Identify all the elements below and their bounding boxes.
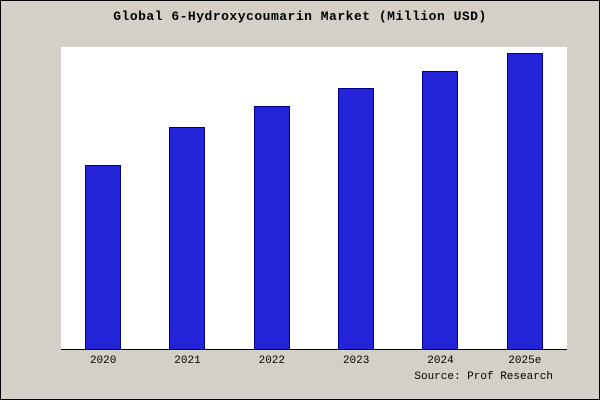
bar-2025e bbox=[506, 52, 543, 349]
bar-2020 bbox=[85, 165, 122, 349]
x-tick-label-2025e: 2025e bbox=[508, 355, 542, 367]
plot-area bbox=[61, 47, 567, 350]
bar-column-2025e bbox=[483, 47, 567, 349]
bar-column-2023 bbox=[314, 47, 398, 349]
bar-column-2022 bbox=[230, 47, 314, 349]
x-tick-label-2022: 2022 bbox=[258, 355, 286, 367]
x-tick-label-2023: 2023 bbox=[342, 355, 370, 367]
bar-2024 bbox=[422, 70, 459, 349]
bar-column-2020 bbox=[61, 47, 145, 349]
bar-column-2021 bbox=[145, 47, 229, 349]
bar-2021 bbox=[169, 126, 206, 349]
x-tick-label-2024: 2024 bbox=[427, 355, 454, 367]
chart-title: Global 6-Hydroxycoumarin Market (Million… bbox=[113, 9, 487, 24]
x-tick-label-2021: 2021 bbox=[174, 355, 201, 367]
x-axis-labels: 2020 2021 2022 2023 2024 2025e bbox=[61, 355, 567, 367]
bar-2022 bbox=[253, 106, 290, 349]
source-attribution: Source: Prof Research bbox=[414, 371, 553, 383]
bar-column-2024 bbox=[398, 47, 482, 349]
bar-2023 bbox=[338, 88, 375, 349]
x-tick-label-2020: 2020 bbox=[89, 355, 117, 367]
